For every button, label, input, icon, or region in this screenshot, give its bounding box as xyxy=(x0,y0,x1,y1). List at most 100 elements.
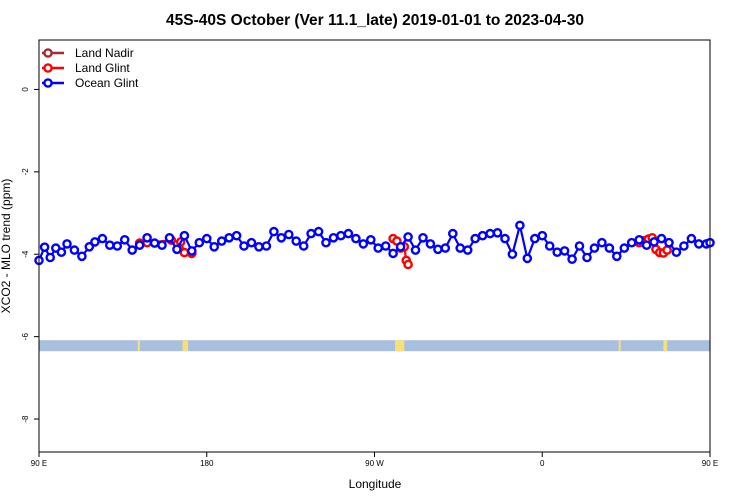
ocean-glint-point-64 xyxy=(500,233,510,244)
ocean-glint-point-55 xyxy=(433,244,443,255)
y-axis: 0 -2 -4 -6 -8 xyxy=(21,87,39,423)
ocean-glint-point-40 xyxy=(321,237,331,248)
chart-title: 45S-40S October (Ver 11.1_late) 2019-01-… xyxy=(166,12,584,29)
ocean-glint-point-44 xyxy=(351,233,361,244)
y-tick-label-0: 0 xyxy=(21,87,30,92)
ocean-glint-point-9 xyxy=(90,237,100,247)
x-tick-label-3: 0 xyxy=(540,459,545,468)
ocean-glint-point-41 xyxy=(328,232,339,243)
ocean-glint-point-71 xyxy=(552,247,563,257)
ocean-glint-point-66 xyxy=(515,220,525,231)
ocean-glint-point-81 xyxy=(626,237,637,248)
ocean-glint-point-82 xyxy=(634,234,645,245)
ocean-glint-point-32 xyxy=(261,241,272,251)
ocean-glint-point-30 xyxy=(246,237,257,248)
ocean-glint-point-57 xyxy=(447,228,458,239)
ocean-glint-point-5 xyxy=(62,239,72,249)
ocean-glint-point-74 xyxy=(574,241,585,251)
ocean-glint-point-26 xyxy=(216,236,227,246)
ocean-glint-point-35 xyxy=(283,229,294,240)
x-tick-label-2: 90 W xyxy=(365,459,384,468)
ocean-glint-point-14 xyxy=(127,245,137,255)
series-layer xyxy=(34,220,715,270)
ocean-glint-point-11 xyxy=(105,240,115,250)
ocean-glint-point-15 xyxy=(134,240,145,250)
ocean-glint-point-38 xyxy=(306,228,316,239)
ocean-glint-point-78 xyxy=(604,243,615,253)
ocean-glint-point-60 xyxy=(470,233,481,244)
land-segment-2 xyxy=(395,340,405,352)
legend-marker-land-nadir xyxy=(43,48,53,58)
ocean-glint-point-83 xyxy=(641,240,652,250)
ocean-glint-point-19 xyxy=(164,232,175,243)
y-tick-label-1: -2 xyxy=(21,168,30,176)
ocean-glint-point-29 xyxy=(239,241,249,251)
land-segment-3 xyxy=(618,340,621,352)
ocean-glint-point-31 xyxy=(254,241,264,252)
ocean-glint-point-89 xyxy=(686,233,697,244)
ocean-glint-point-76 xyxy=(589,243,600,253)
ocean-glint-point-17 xyxy=(149,238,160,248)
ocean-glint-point-68 xyxy=(530,233,540,244)
ocean-glint-point-25 xyxy=(209,241,219,252)
land-segment-0 xyxy=(137,340,140,352)
ocean-glint-point-54 xyxy=(425,239,436,249)
ocean-glint-point-46 xyxy=(365,234,376,245)
ocean-glint-point-77 xyxy=(597,237,607,248)
land-segment-4 xyxy=(663,340,668,352)
ocean-glint-point-69 xyxy=(537,230,548,241)
ocean-glint-point-61 xyxy=(477,230,488,241)
ocean-glint-point-34 xyxy=(276,232,287,243)
legend-label-land-glint: Land Glint xyxy=(75,61,130,75)
legend-label-ocean-glint: Ocean Glint xyxy=(75,76,139,90)
ocean-glint-point-18 xyxy=(157,240,167,250)
ocean-glint-point-39 xyxy=(313,226,324,237)
ocean-glint-point-6 xyxy=(69,245,80,255)
ocean-band xyxy=(39,340,710,352)
ocean-glint-point-42 xyxy=(336,230,346,241)
ocean-glint-point-43 xyxy=(343,228,354,239)
ocean-glint-point-48 xyxy=(380,241,391,251)
y-tick-label-3: -6 xyxy=(21,333,30,341)
ocean-glint-point-53 xyxy=(418,232,428,243)
ocean-glint-point-58 xyxy=(455,243,466,253)
ocean-glint-point-85 xyxy=(656,233,667,244)
ocean-glint-point-56 xyxy=(440,243,451,253)
ocean-glint-point-12 xyxy=(112,241,123,251)
ocean-glint-point-37 xyxy=(298,241,309,251)
ocean-glint-point-8 xyxy=(84,241,95,252)
land-glint-seg3-point-6 xyxy=(662,245,672,255)
ocean-glint-point-36 xyxy=(291,236,302,246)
legend-marker-ocean-glint xyxy=(43,78,53,88)
legend-marker-land-glint xyxy=(43,63,53,73)
ocean-glint-point-23 xyxy=(194,237,205,248)
y-tick-label-4: -8 xyxy=(21,415,30,423)
ocean-glint-point-4 xyxy=(56,247,67,257)
ocean-glint-point-7 xyxy=(77,251,87,262)
land-segment-1 xyxy=(182,340,189,352)
ocean-glint-point-27 xyxy=(224,232,234,243)
ocean-glint-point-1 xyxy=(39,242,50,252)
x-tick-label-4: 90 E xyxy=(702,459,718,468)
ocean-glint-point-80 xyxy=(619,243,630,253)
y-axis-label: XCO2 - MLO trend (ppm) xyxy=(0,179,13,314)
ocean-glint-point-73 xyxy=(567,254,577,265)
ocean-glint-point-51 xyxy=(403,232,413,242)
ocean-glint-point-65 xyxy=(507,249,518,259)
ocean-glint-point-13 xyxy=(119,234,130,245)
ocean-glint-point-22 xyxy=(186,246,197,256)
ocean-glint-point-79 xyxy=(612,251,622,262)
land-glint-seg0-point-4 xyxy=(179,247,190,258)
ocean-glint-point-67 xyxy=(522,253,533,264)
x-axis-label: Longitude xyxy=(349,477,402,491)
legend-label-land-nadir: Land Nadir xyxy=(75,46,134,60)
ocean-glint-point-59 xyxy=(462,245,473,255)
ocean-glint-point-33 xyxy=(269,226,279,237)
ocean-glint-point-49 xyxy=(388,248,398,259)
ocean-glint-point-16 xyxy=(142,232,152,243)
ocean-glint-point-10 xyxy=(97,233,108,244)
ocean-glint-point-20 xyxy=(172,244,182,255)
ocean-glint-point-70 xyxy=(544,241,555,251)
